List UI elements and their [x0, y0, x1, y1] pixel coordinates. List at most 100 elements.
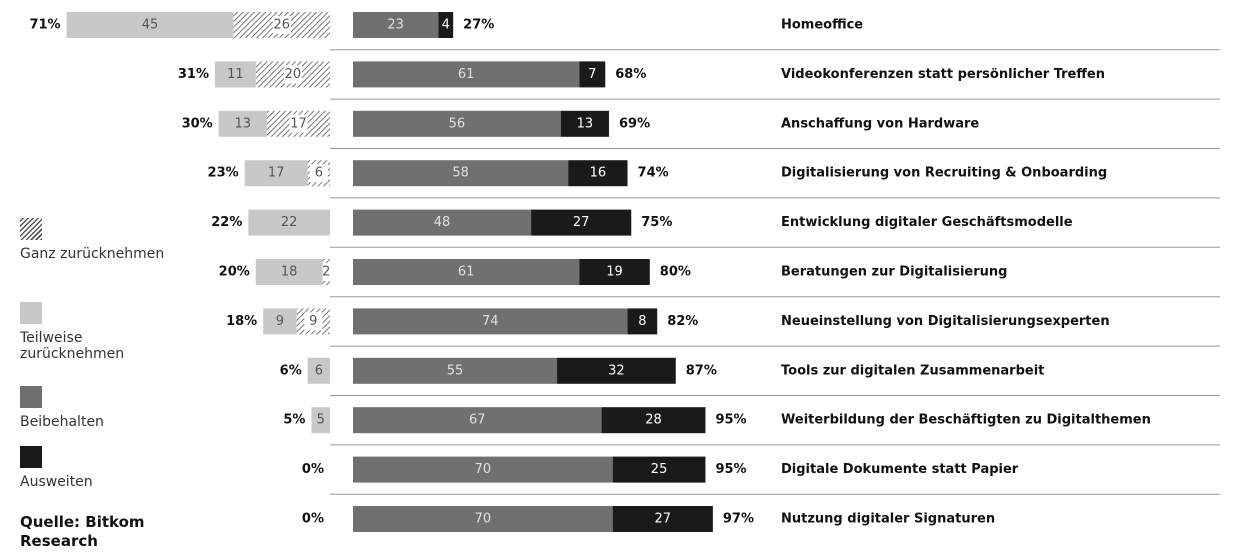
value-label: 56 — [449, 116, 466, 131]
category-label: Anschaffung von Hardware — [781, 116, 979, 131]
legend-swatch — [20, 446, 42, 468]
right-total: 95% — [715, 462, 746, 477]
label-bg — [272, 16, 291, 34]
value-label: 26 — [273, 18, 290, 33]
value-label: 58 — [452, 166, 469, 181]
legend-label: Teilweise zurücknehmen — [20, 330, 125, 362]
bar — [612, 456, 706, 483]
value-label: 25 — [651, 462, 668, 477]
right-total: 68% — [615, 67, 646, 82]
value-label: 11 — [227, 67, 244, 82]
legend-label: Beibehalten — [20, 414, 104, 430]
bar — [311, 407, 330, 434]
bar — [579, 61, 606, 88]
value-label: 17 — [268, 166, 285, 181]
right-total: 95% — [715, 413, 746, 428]
value-label: 28 — [645, 413, 662, 428]
right-total: 97% — [723, 512, 754, 527]
bar — [353, 259, 580, 285]
bar — [353, 12, 439, 38]
value-label: 27 — [573, 215, 590, 230]
bar — [248, 209, 330, 236]
bar — [353, 160, 569, 187]
left-total: 71% — [29, 18, 60, 33]
value-label: 13 — [235, 116, 252, 131]
label-bg — [283, 65, 302, 84]
value-label: 22 — [281, 215, 298, 230]
value-label: 61 — [458, 265, 475, 280]
left-total: 0% — [302, 462, 324, 477]
value-label: 20 — [285, 67, 302, 82]
category-label: Tools zur digitalen Zusammenarbeit — [781, 363, 1044, 378]
bar — [353, 407, 602, 434]
value-label: 4 — [442, 18, 450, 33]
category-label: Homeoffice — [781, 18, 863, 33]
legend-item: Ausweiten — [20, 446, 170, 490]
value-label: 19 — [606, 265, 623, 280]
bar — [214, 61, 256, 88]
value-label: 7 — [588, 67, 596, 82]
bar — [579, 259, 650, 285]
left-total: 23% — [208, 166, 239, 181]
bar — [612, 506, 713, 532]
bar — [255, 259, 323, 285]
bar — [353, 506, 613, 532]
value-label: 5 — [317, 413, 325, 428]
category-label: Videokonferenzen statt persönlicher Tref… — [781, 67, 1105, 82]
left-total: 20% — [219, 265, 250, 280]
legend-item: Ganz zurücknehmen — [20, 218, 170, 262]
bar — [66, 12, 234, 38]
source: Quelle: Bitkom Research — [20, 513, 145, 550]
bar — [353, 308, 628, 335]
left-total: 31% — [178, 67, 209, 82]
legend-swatch — [20, 302, 42, 324]
legend-item: Teilweise zurücknehmen — [20, 302, 170, 362]
category-label: Digitale Dokumente statt Papier — [781, 462, 1019, 477]
value-label: 9 — [309, 314, 317, 329]
right-total: 69% — [619, 116, 650, 131]
right-total: 27% — [463, 18, 494, 33]
legend-swatch — [20, 386, 42, 408]
left-total: 6% — [280, 363, 302, 378]
bar — [568, 160, 628, 187]
category-label: Digitalisierung von Recruiting & Onboard… — [781, 166, 1107, 181]
left-total: 18% — [226, 314, 257, 329]
value-label: 70 — [475, 512, 492, 527]
value-label: 48 — [434, 215, 451, 230]
value-label: 55 — [447, 363, 464, 378]
category-label: Nutzung digitaler Signaturen — [781, 512, 995, 527]
bar — [560, 110, 609, 137]
legend-label: Ausweiten — [20, 474, 93, 490]
value-label: 8 — [638, 314, 646, 329]
value-label: 74 — [482, 314, 499, 329]
left-total: 0% — [302, 512, 324, 527]
value-label: 23 — [387, 18, 404, 33]
legend-label: Ganz zurücknehmen — [20, 246, 165, 262]
bar — [438, 12, 454, 38]
right-total: 80% — [660, 265, 691, 280]
right-total: 87% — [686, 363, 717, 378]
value-label: 13 — [577, 116, 594, 131]
value-label: 2 — [322, 265, 330, 280]
label-bg — [304, 312, 323, 331]
bar — [218, 110, 267, 137]
value-label: 32 — [608, 363, 625, 378]
right-total: 75% — [641, 215, 672, 230]
value-label: 61 — [458, 67, 475, 82]
bar — [627, 308, 658, 335]
bar — [353, 209, 532, 236]
legend-swatch — [20, 218, 42, 240]
bar — [353, 357, 558, 384]
bar — [601, 407, 706, 434]
category-label: Beratungen zur Digitalisierung — [781, 265, 1007, 280]
value-label: 18 — [281, 265, 298, 280]
bar — [353, 110, 561, 137]
category-label: Neueinstellung von Digitalisierungsexper… — [781, 314, 1110, 329]
bar — [263, 308, 297, 335]
left-total: 5% — [283, 413, 305, 428]
bar — [557, 357, 676, 384]
category-label: Weiterbildung der Beschäftigten zu Digit… — [781, 413, 1151, 428]
right-total: 82% — [667, 314, 698, 329]
